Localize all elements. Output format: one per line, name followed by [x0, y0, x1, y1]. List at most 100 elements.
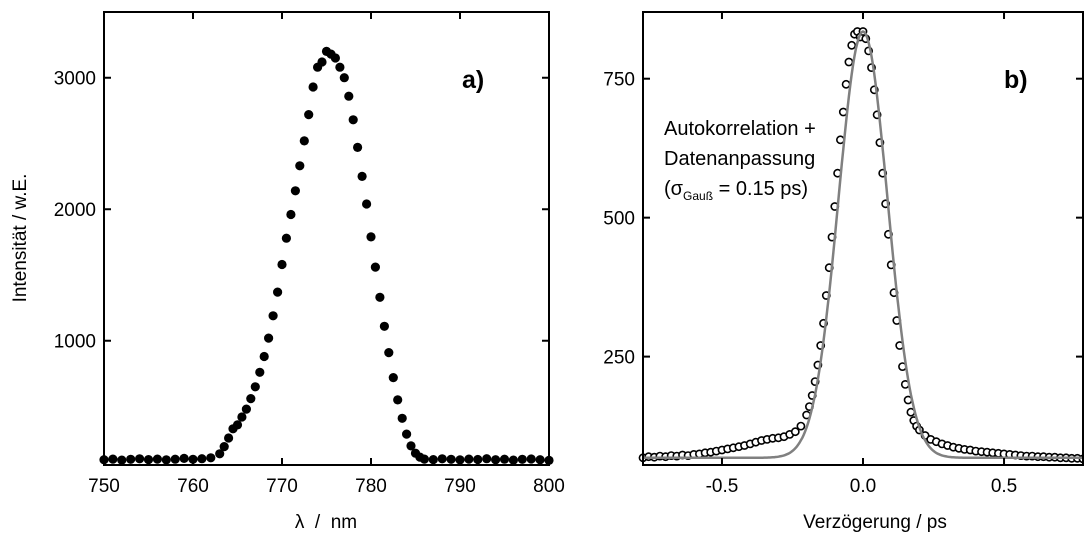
x-tick-label: 0.0: [850, 476, 876, 497]
data-point: [286, 209, 296, 220]
data-point: [299, 136, 309, 146]
x-tick-label: 780: [355, 476, 387, 497]
panel-a-y-axis-title: Intensität / w.E.: [10, 174, 31, 303]
annotation-line-2: Datenanpassung: [664, 148, 815, 170]
data-point: [379, 321, 389, 331]
data-point: [393, 395, 403, 405]
data-point: [344, 91, 354, 101]
data-point: [844, 57, 854, 67]
data-point: [255, 367, 265, 377]
panel-b-x-axis-title: Verzögerung / ps: [803, 512, 947, 533]
data-point: [446, 454, 456, 464]
data-point: [370, 262, 380, 272]
data-point: [526, 454, 536, 464]
panel-b-x-ticks: -0.5 0.0 0.5: [706, 12, 1017, 497]
x-tick-label: 0.5: [991, 476, 1017, 497]
annotation-line-3-sub: Gauß: [683, 189, 713, 203]
panel-b-label: b): [1004, 66, 1028, 94]
data-point: [295, 161, 305, 171]
data-point: [206, 453, 216, 463]
data-point: [143, 455, 154, 465]
x-tick-label: 750: [88, 476, 120, 497]
x-tick-label: 770: [266, 476, 298, 497]
x-tick-label: 760: [177, 476, 209, 497]
annotation-line-3: (σGauß = 0.15 ps): [664, 178, 808, 203]
y-tick-label: 750: [603, 70, 635, 91]
data-point: [535, 455, 545, 465]
data-point: [508, 455, 518, 465]
data-point: [290, 186, 300, 196]
data-point: [464, 454, 474, 464]
data-point: [335, 62, 345, 72]
data-point: [268, 311, 278, 321]
y-tick-label: 250: [603, 348, 635, 369]
data-point: [366, 232, 376, 242]
annotation-line-3-prefix: (σ: [664, 178, 684, 200]
data-point: [491, 455, 501, 465]
data-point: [308, 82, 318, 92]
data-point: [215, 449, 225, 459]
x-tick-label: 800: [533, 476, 565, 497]
data-point: [241, 404, 251, 414]
panel-a-frame: [103, 11, 550, 466]
data-point: [339, 73, 349, 83]
data-point: [277, 259, 287, 270]
data-point: [317, 57, 327, 67]
x-tick-label: 790: [444, 476, 476, 497]
data-point: [437, 454, 447, 464]
data-point: [224, 433, 234, 443]
panel-b-y-ticks: 250 500 750: [603, 70, 1083, 369]
panel-a: 750 760 770 780 790 800 1000 2000 3000 a) λ / n…: [10, 11, 565, 533]
annotation-line-3-suffix: = 0.15 ps): [713, 178, 808, 200]
data-point: [232, 420, 243, 430]
panel-a-x-ticks: 750 760 770 780 790 800: [88, 12, 565, 497]
data-point: [117, 455, 127, 465]
data-point: [281, 233, 291, 243]
annotation-line-1: Autokorrelation +: [664, 118, 816, 140]
data-point: [796, 421, 806, 431]
data-point: [161, 455, 171, 465]
y-tick-label: 500: [603, 209, 635, 230]
data-point: [179, 453, 189, 463]
data-point: [273, 287, 283, 297]
panel-b-annotation: Autokorrelation + Datenanpassung (σGauß …: [664, 118, 816, 203]
data-point: [517, 454, 527, 464]
y-tick-label: 2000: [54, 200, 96, 221]
panel-b: -0.5 0.0 0.5 250 500 750 b) Verzögerung / ps…: [603, 11, 1084, 533]
data-point: [250, 382, 260, 392]
data-point: [388, 373, 398, 383]
panel-a-label: a): [462, 66, 484, 94]
y-tick-label: 3000: [54, 69, 96, 90]
data-point: [428, 455, 438, 465]
data-point: [482, 454, 492, 464]
panel-a-y-ticks: 1000 2000 3000: [54, 69, 549, 353]
data-point: [375, 292, 385, 302]
data-point: [259, 351, 269, 362]
data-point: [790, 427, 800, 437]
data-point: [847, 40, 857, 50]
data-point: [304, 110, 314, 120]
panel-b-fit-curve: [643, 30, 1083, 460]
data-point: [197, 454, 207, 464]
data-point: [152, 454, 162, 464]
data-point: [406, 441, 416, 451]
data-point: [126, 454, 136, 464]
data-point: [473, 454, 483, 465]
data-point: [384, 348, 394, 358]
data-point: [499, 454, 510, 464]
data-point: [348, 115, 358, 125]
data-point: [357, 171, 367, 181]
data-point: [397, 413, 407, 423]
data-point: [402, 429, 412, 439]
y-tick-label: 1000: [54, 332, 96, 353]
data-point: [353, 142, 363, 152]
panel-a-points: [99, 46, 554, 465]
data-point: [219, 442, 229, 452]
data-point: [841, 79, 851, 89]
x-tick-label: -0.5: [706, 476, 739, 497]
data-point: [108, 454, 118, 464]
data-point: [362, 199, 372, 209]
data-point: [246, 394, 256, 404]
data-point: [170, 454, 180, 464]
